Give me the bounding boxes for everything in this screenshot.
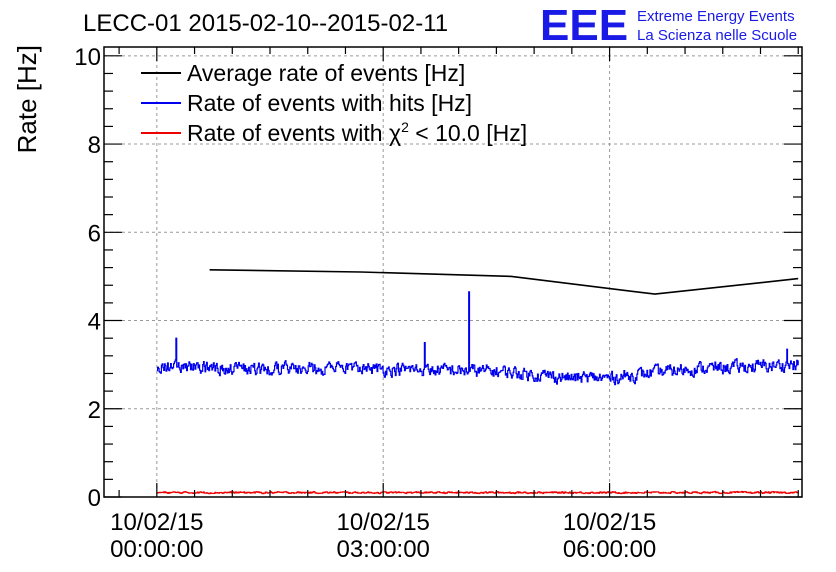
plot-frame [103,46,803,498]
legend-chi2-rest: < 10.0 [Hz] [409,120,527,146]
logo-mark: EEE [540,1,628,50]
eee-logo: EEE Extreme Energy Events La Scienza nel… [540,1,797,50]
y-tick-label: 4 [88,309,101,336]
legend-chi2-symbol: χ [389,120,401,146]
y-tick-label: 2 [88,397,101,424]
y-tick-label: 10 [74,44,101,71]
legend-chi2-main: Rate of events with [187,120,389,146]
y-tick-label: 8 [88,132,101,159]
legend-chi2-sup: 2 [401,119,409,135]
series-layer [156,269,799,495]
chart-title: LECC-01 2015-02-10--2015-02-11 [83,10,448,37]
x-tick-label-date: 10/02/15 [110,509,203,536]
series-average-line [209,269,799,295]
legend-label-chi2: Rate of events with χ2 < 10.0 [Hz] [187,119,527,146]
x-tick-labels: 10/02/1500:00:0010/02/1503:00:0010/02/15… [110,509,656,563]
y-tick-label: 6 [88,220,101,247]
series-hits-line [156,291,799,386]
y-tick-labels: 0 2 4 6 8 10 [74,44,101,512]
logo-line-2: La Scienza nelle Scuole [637,27,797,44]
logo-line-1: Extreme Energy Events [637,8,795,25]
legend-label-hits: Rate of events with hits [Hz] [187,90,472,116]
series-chi2-line [156,490,799,495]
legend: Average rate of events [Hz] Rate of even… [141,60,527,146]
x-tick-label-date: 10/02/15 [336,509,429,536]
axis-ticks [104,47,802,498]
legend-label-average: Average rate of events [Hz] [187,60,465,86]
y-tick-label: 0 [88,485,101,512]
x-tick-label-date: 10/02/15 [563,509,656,536]
x-tick-label-time: 06:00:00 [563,536,656,563]
x-tick-label-time: 03:00:00 [336,536,429,563]
x-tick-label-time: 00:00:00 [110,536,203,563]
y-axis-label: Rate [Hz] [12,45,42,153]
